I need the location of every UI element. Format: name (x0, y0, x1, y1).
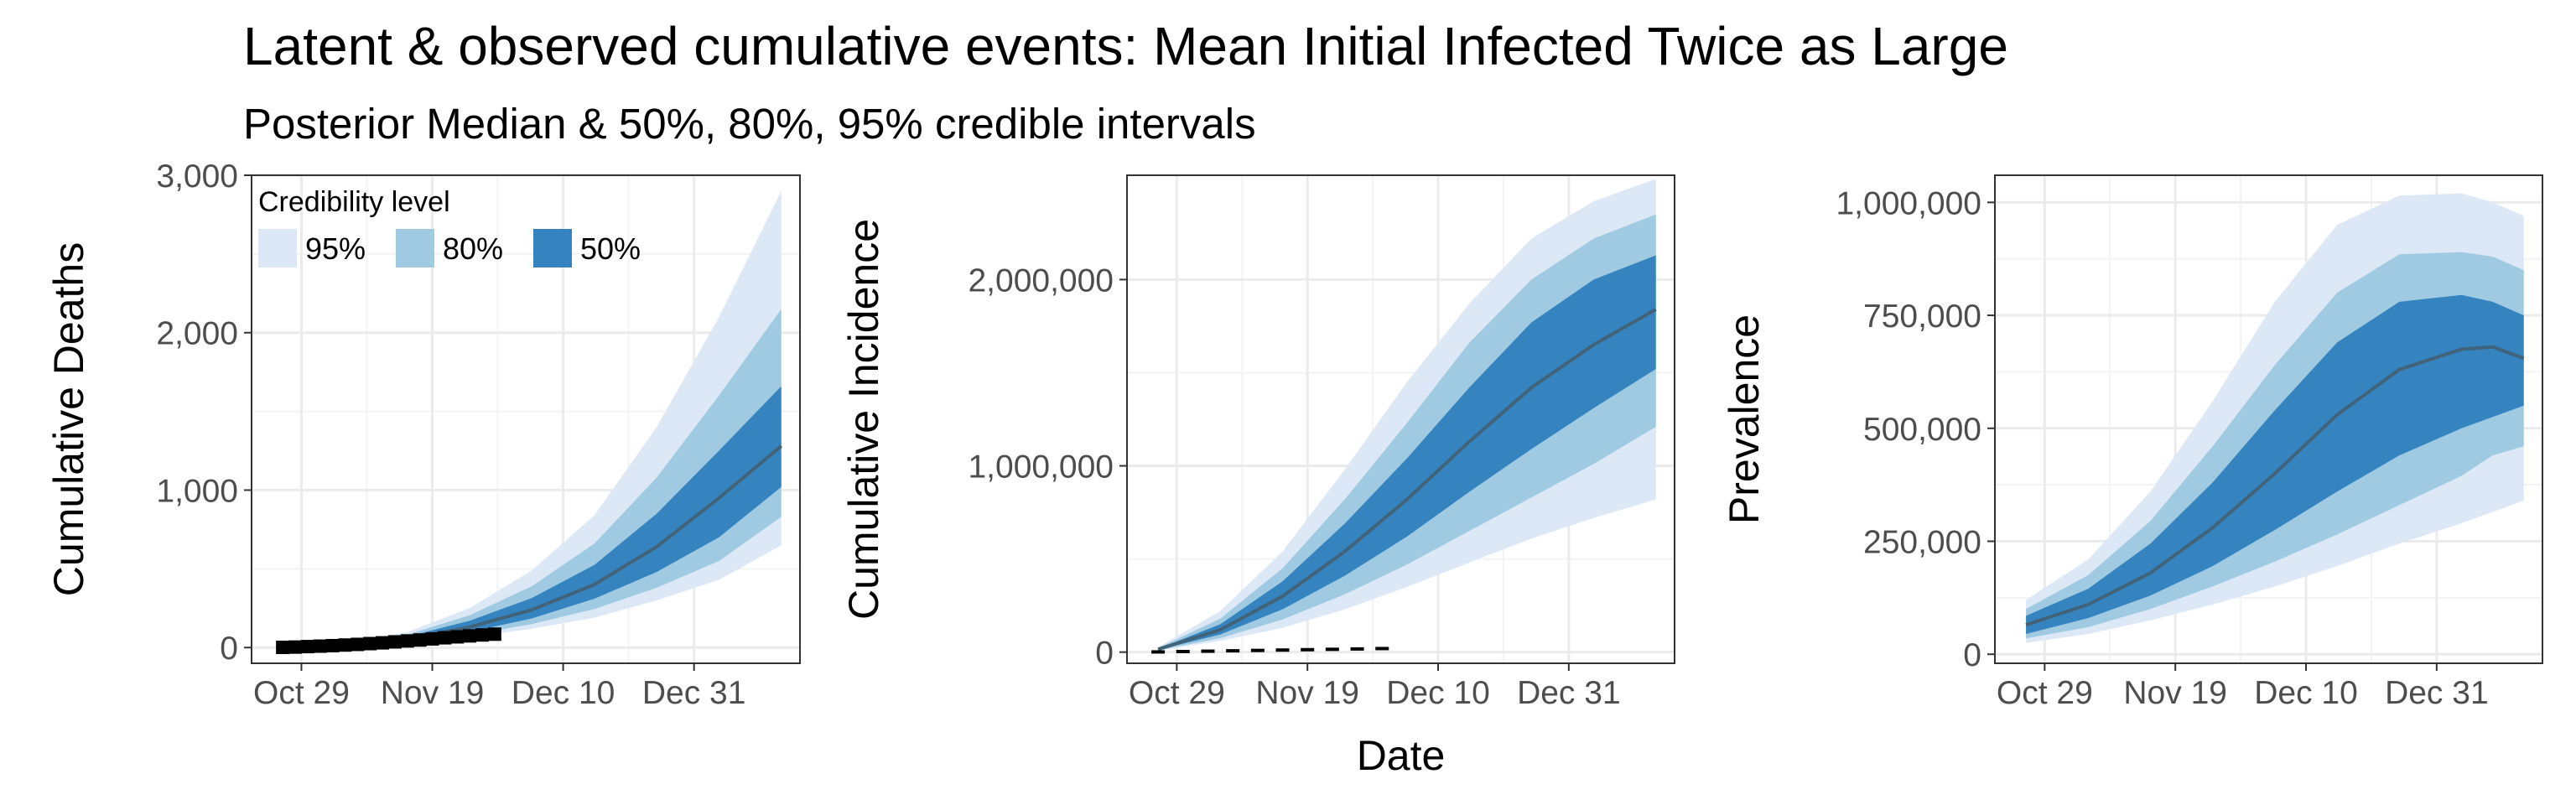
observed-point (438, 631, 452, 645)
panel-3: 0 250,000 500,000 750,000 1,000,000 Oct 29 Nov… (1721, 174, 2543, 711)
y-axis-label: Cumulative Deaths (45, 242, 92, 596)
y-tick-label: 3,000 (156, 158, 238, 195)
observed-point (276, 641, 290, 655)
observed-point (463, 629, 477, 643)
ci50-band (2026, 294, 2524, 634)
observed-point (351, 637, 365, 652)
observed-series (276, 627, 501, 655)
x-tick-label: Nov 19 (2123, 675, 2227, 711)
median-line (1157, 308, 1657, 652)
y-tick-label: 0 (220, 631, 238, 667)
y-tick-label: 500,000 (1863, 412, 1981, 448)
y-tick-label: 0 (1963, 637, 1981, 673)
x-tick-label: Dec 10 (2254, 675, 2358, 711)
observed-point (487, 627, 501, 641)
panel-2: 0 1,000,000 2,000,000 Oct 29 Nov 19 Dec 10 Dec… (840, 174, 1675, 711)
panel-1: 0 1,000 2,000 3,000 Oct 29 Nov 19 Dec 10 Dec 31… (45, 158, 801, 711)
observed-point (338, 638, 352, 652)
observed-point (1226, 649, 1240, 653)
y-tick-label: 0 (1095, 636, 1114, 672)
observed-point (475, 628, 489, 642)
observed-point (1350, 647, 1364, 651)
y-tick-label: 2,000,000 (968, 262, 1114, 299)
observed-point (300, 640, 314, 654)
plot-border (1994, 174, 2543, 664)
x-tick-label: Dec 10 (1386, 675, 1490, 711)
observed-series (1151, 647, 1389, 654)
observed-point (363, 636, 377, 651)
y-tick-label: 750,000 (1863, 299, 1981, 335)
ci50-band (1158, 255, 1656, 650)
observed-point (376, 636, 390, 650)
observed-point (450, 630, 465, 644)
observed-point (387, 635, 402, 649)
median-line (2025, 345, 2525, 627)
x-tick-label: Oct 29 (1997, 675, 2093, 711)
observed-point (1325, 647, 1339, 652)
legend-label: 80% (443, 231, 503, 266)
chart-subtitle: Posterior Median & 50%, 80%, 95% credibl… (243, 100, 1256, 148)
observed-point (1301, 647, 1315, 652)
observed-point (1375, 647, 1389, 651)
y-tick-label: 1,000,000 (1836, 185, 1981, 221)
y-axis-label: Prevalence (1721, 314, 1768, 524)
x-tick-label: Nov 19 (381, 675, 485, 711)
observed-point (1250, 648, 1265, 652)
x-tick-label: Dec 10 (512, 675, 615, 711)
observed-point (1275, 648, 1290, 652)
x-axis-label: Date (1357, 732, 1446, 779)
legend-title: Credibility level (258, 186, 450, 218)
observed-point (1151, 650, 1166, 654)
observed-point (425, 631, 439, 646)
x-tick-label: Dec 31 (2385, 675, 2489, 711)
x-tick-label: Dec 31 (642, 675, 746, 711)
legend-key-80 (396, 229, 434, 267)
legend: Credibility level 95% 80% 50% (258, 186, 641, 267)
y-axis-label: Cumulative Incidence (840, 219, 887, 620)
chart-title: Latent & observed cumulative events: Mea… (243, 16, 2008, 76)
observed-point (288, 640, 303, 654)
legend-key-50 (533, 229, 572, 267)
observed-point (1201, 649, 1215, 653)
y-tick-label: 1,000,000 (968, 449, 1114, 486)
legend-label: 95% (305, 231, 366, 266)
observed-point (313, 639, 327, 653)
y-tick-label: 2,000 (156, 316, 238, 352)
legend-key-95 (258, 229, 297, 267)
plot-border (251, 174, 801, 664)
observed-point (413, 633, 427, 647)
x-tick-label: Oct 29 (253, 675, 350, 711)
observed-point (325, 638, 340, 652)
y-tick-label: 1,000 (156, 473, 238, 509)
ci50-band (283, 386, 782, 648)
plot-border (1126, 174, 1675, 664)
observed-point (1176, 650, 1190, 654)
observed-point (400, 634, 414, 648)
x-tick-label: Dec 31 (1517, 675, 1621, 711)
x-tick-label: Nov 19 (1255, 675, 1359, 711)
x-tick-label: Oct 29 (1129, 675, 1225, 711)
legend-label: 50% (580, 231, 641, 266)
y-tick-label: 250,000 (1863, 525, 1981, 561)
